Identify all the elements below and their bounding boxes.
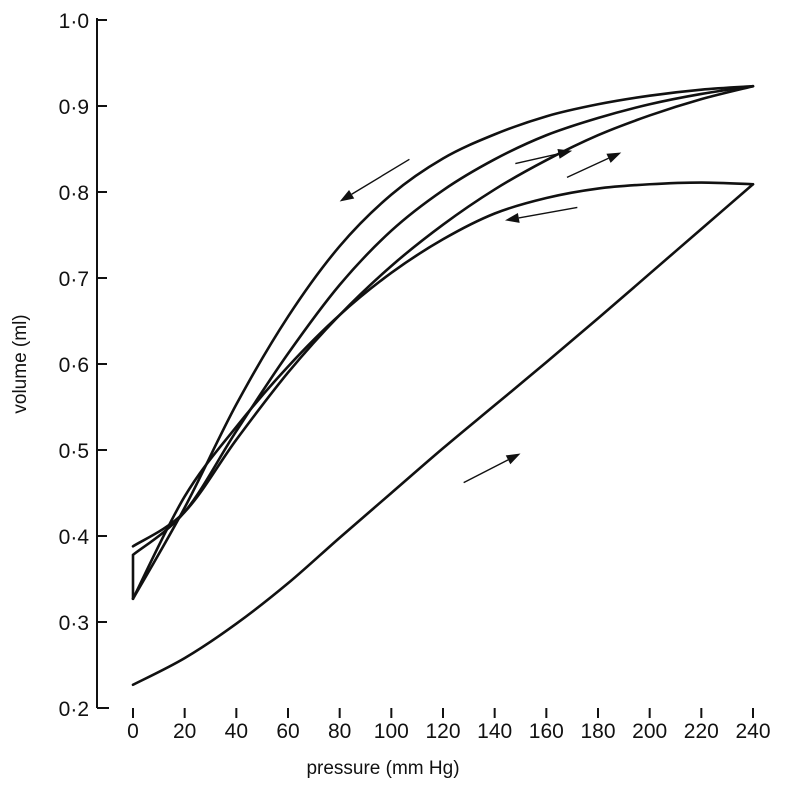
arrow-head (557, 148, 573, 159)
arrow-head (606, 152, 622, 163)
series-line-3 (131, 84, 755, 601)
x-tick-label: 0 (127, 720, 139, 743)
direction-arrow-5 (463, 453, 521, 484)
series-line-4 (131, 84, 755, 601)
y-tick-label: 0·7 (59, 268, 89, 291)
direction-arrow-4 (505, 206, 578, 223)
x-tick-label: 180 (580, 720, 615, 743)
direction-arrows (339, 148, 622, 484)
series-line-1 (131, 182, 755, 687)
direction-arrow-3 (566, 152, 622, 179)
x-tick-label: 160 (529, 720, 564, 743)
arrow-shaft (566, 157, 609, 179)
y-axis-title: volume (ml) (10, 314, 31, 413)
y-tick-label: 0·3 (59, 612, 89, 635)
y-tick-label: 0·4 (59, 526, 90, 549)
x-tick-label: 140 (477, 720, 512, 743)
series-layer (131, 84, 755, 687)
direction-arrow-1 (339, 158, 410, 202)
y-tick-label: 0·8 (59, 182, 89, 205)
arrow-head (505, 213, 520, 223)
y-tick-label: 0·5 (59, 440, 89, 463)
series-line-5 (131, 84, 755, 548)
x-axis-ticks: 0 20 40 60 80 100 120 140 160 180 200 220 240 (127, 708, 771, 743)
x-axis-title: pressure (mm Hg) (306, 758, 459, 779)
arrow-shaft (515, 153, 559, 165)
y-tick-label: 0·2 (59, 698, 89, 721)
x-tick-label: 120 (425, 720, 460, 743)
arrow-shaft (351, 158, 410, 195)
x-tick-label: 60 (276, 720, 299, 743)
x-tick-label: 220 (684, 720, 719, 743)
arrow-head (505, 453, 521, 465)
y-tick-label: 0·6 (59, 354, 89, 377)
x-tick-label: 80 (328, 720, 351, 743)
direction-arrow-2 (515, 148, 573, 165)
axes: 0·2 0·3 0·4 0·5 0·6 0·7 0·8 0·9 1·0 0 20 40 60 80 100… (59, 10, 771, 743)
arrow-shaft (518, 206, 578, 219)
x-tick-label: 240 (735, 720, 770, 743)
x-tick-label: 200 (632, 720, 667, 743)
x-tick-label: 20 (173, 720, 196, 743)
x-tick-label: 40 (225, 720, 248, 743)
arrow-shaft (463, 459, 509, 484)
arrow-head (339, 189, 355, 202)
series-line-2 (131, 181, 755, 601)
y-tick-label: 0·9 (59, 96, 89, 119)
y-tick-label: 1·0 (59, 10, 89, 33)
x-tick-label: 100 (374, 720, 409, 743)
y-axis-ticks: 0·2 0·3 0·4 0·5 0·6 0·7 0·8 0·9 1·0 (59, 10, 107, 721)
